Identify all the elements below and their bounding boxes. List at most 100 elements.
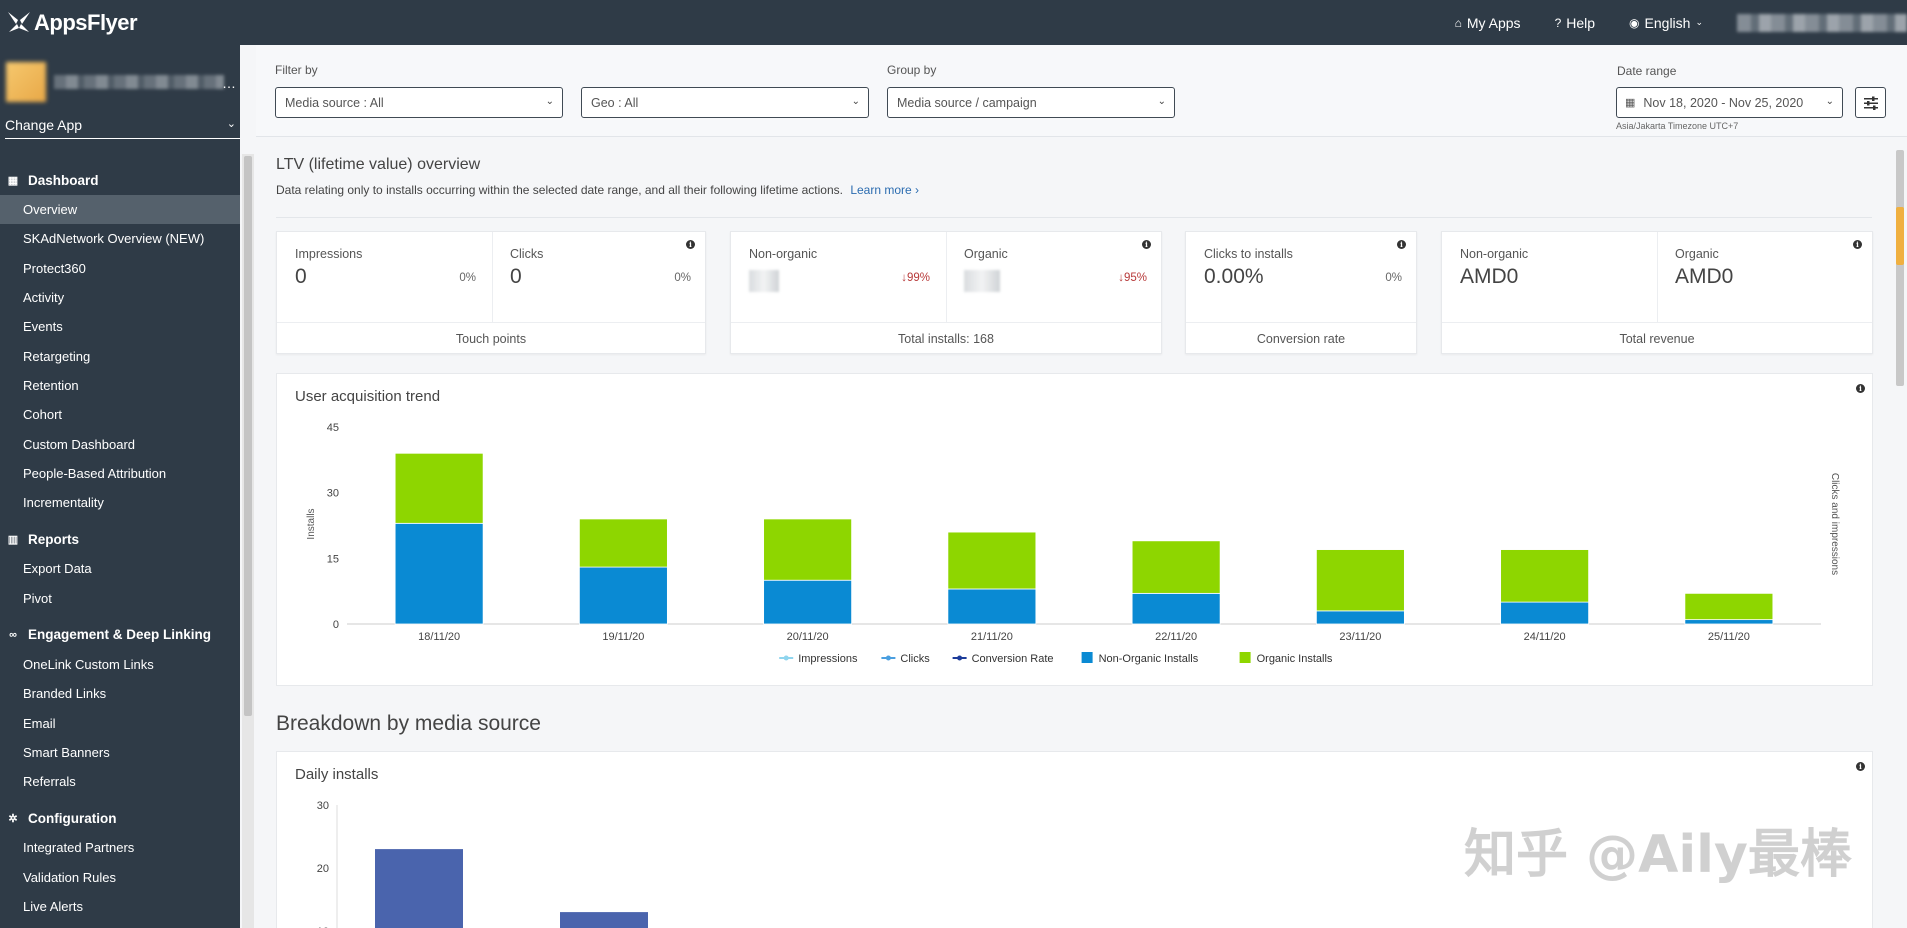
y2-axis-label: Clicks and impressions [1829,473,1840,575]
media-source-value: Media source : All [285,95,384,110]
clicks-to-installs-value: 0.00% [1204,265,1264,288]
date-range-value: Nov 18, 2020 - Nov 25, 2020 [1643,95,1804,110]
legend-swatch [1081,652,1093,663]
daily-bar [560,912,648,928]
help-icon: ? [1554,15,1562,30]
legend-label: Non-Organic Installs [1099,653,1199,665]
clicks-label: Clicks [510,247,544,261]
y-tick-label: 30 [327,488,339,500]
sidebar-item-skadnetwork[interactable]: SKAdNetwork Overview (NEW) [23,231,205,247]
chevron-down-icon: ⌄ [1825,96,1834,107]
help-label: Help [1566,14,1596,31]
x-tick-label: 24/11/20 [1524,631,1566,643]
conversion-rate-card: Clicks to installs 0.00% 0% i Conversion… [1185,231,1417,354]
sidebar-item-export-data[interactable]: Export Data [23,561,92,577]
clicks-value: 0 [510,265,522,288]
info-icon[interactable]: i [686,240,695,249]
sidebar-item-live-alerts[interactable]: Live Alerts [23,899,83,915]
help-link[interactable]: ? Help [1555,15,1595,31]
section-dashboard-title: Dashboard [28,172,99,188]
user-account-menu[interactable] [1737,13,1907,32]
daily-bar [375,849,463,928]
bar-segment [1315,610,1405,625]
y-axis-label: Installs [306,508,317,539]
main-scrollbar[interactable] [1894,142,1906,928]
sidebar-item-validation-rules[interactable]: Validation Rules [23,869,116,885]
link-icon: ∞ [9,628,17,641]
user-acquisition-trend-chart: 0 15 30 45 Installs Clicks and impressions 18/… [306,422,1840,665]
legend-marker [957,655,963,661]
chevron-down-icon: ⌄ [1695,17,1703,27]
geo-select[interactable]: Geo : All ⌄ [581,87,869,118]
sidebar-item-cohort[interactable]: Cohort [23,407,63,423]
sidebar-item-custom-dashboard[interactable]: Custom Dashboard [23,436,135,452]
sidebar-item-retargeting[interactable]: Retargeting [23,348,91,364]
sidebar-item-overview[interactable]: Overview [0,195,240,225]
sidebar-item-pivot[interactable]: Pivot [23,590,52,606]
sidebar-item-smart-banners[interactable]: Smart Banners [23,744,110,760]
touch-points-card: Impressions 0 0% Clicks 0 0% i Touch poi… [276,231,706,354]
media-source-select[interactable]: Media source : All ⌄ [275,87,563,118]
change-app-select[interactable]: Change App ⌄ [5,117,240,139]
bar-segment [394,522,484,625]
organic-installs-change: ↓95% [1118,272,1147,284]
sidebar-item-retention[interactable]: Retention [23,377,79,393]
sidebar-item-referrals[interactable]: Referrals [23,774,76,790]
non-organic-revenue-value: AMD0 [1460,265,1519,288]
sidebar-item-integrated-partners[interactable]: Integrated Partners [23,840,135,856]
sidebar-item-onelink[interactable]: OneLink Custom Links [23,657,154,672]
settings-sliders-button[interactable] [1855,87,1886,118]
y-tick-label: 20 [317,863,329,875]
sidebar-item-incrementality[interactable]: Incrementality [23,495,104,511]
section-dashboard[interactable]: ▦ Dashboard [0,165,240,195]
touch-points-footer: Touch points [277,322,705,355]
info-icon[interactable]: i [1853,240,1862,249]
sidebar-menu: ▦ Dashboard Overview SKAdNetwork Overvie… [0,165,240,921]
info-icon[interactable]: i [1142,240,1151,249]
appsflyer-logo[interactable]: AppsFlyer [6,8,138,38]
impressions-change: 0% [459,272,476,284]
chevron-down-icon: ⌄ [1157,96,1166,107]
total-revenue-card: Non-organic AMD0 Organic AMD0 i Total re… [1441,231,1873,354]
chart-title: User acquisition trend [295,388,441,405]
sidebar-item-email[interactable]: Email [23,715,56,731]
organic-installs-kpi: Organic ↓95% [946,232,1163,322]
impressions-kpi: Impressions 0 0% [277,232,492,322]
date-range-select[interactable]: ▦ Nov 18, 2020 - Nov 25, 2020 ⌄ [1616,87,1843,118]
sidebar-item-protect360[interactable]: Protect360 [23,260,86,276]
bar-segment [1684,619,1774,625]
timezone-label: Asia/Jakarta Timezone UTC+7 [1616,121,1739,131]
sidebar-item-people-based-attribution[interactable]: People-Based Attribution [23,465,167,481]
ltv-description-text: Data relating only to installs occurring… [276,183,843,197]
x-tick-label: 25/11/20 [1708,631,1750,643]
impressions-value: 0 [295,265,307,288]
main-content: Filter by Media source : All ⌄ Geo : All… [256,45,1907,928]
sidebar-item-events[interactable]: Events [23,319,63,335]
clicks-to-installs-label: Clicks to installs [1204,247,1293,261]
x-tick-label: 19/11/20 [602,631,644,643]
app-more-icon[interactable]: … [222,75,236,91]
my-apps-link[interactable]: ⌂ My Apps [1455,15,1521,31]
sidebar-scrollbar[interactable] [242,154,254,928]
info-icon[interactable]: i [1856,762,1865,771]
section-reports[interactable]: ▥ Reports [0,524,240,554]
sidebar-item-activity[interactable]: Activity [23,290,65,306]
sidebar-item-branded-links[interactable]: Branded Links [23,686,107,702]
bar-chart-icon: ▥ [7,533,19,546]
total-installs-footer: Total installs: 168 [731,322,1161,355]
home-icon: ⌂ [1454,15,1462,30]
organic-revenue-label: Organic [1675,247,1719,261]
y-tick-label: 30 [317,800,329,812]
learn-more-link[interactable]: Learn more › [850,183,920,197]
bar-segment [763,518,853,581]
non-organic-installs-change: ↓99% [901,272,930,284]
language-select[interactable]: ◉ English ⌄ [1629,15,1703,31]
info-icon[interactable]: i [1397,240,1406,249]
x-tick-label: 23/11/20 [1339,631,1381,643]
info-icon[interactable]: i [1856,384,1865,393]
legend-label: Clicks [900,653,930,665]
section-engagement[interactable]: ∞ Engagement & Deep Linking [0,620,240,650]
group-by-select[interactable]: Media source / campaign ⌄ [887,87,1175,118]
filter-bar: Filter by Media source : All ⌄ Geo : All… [256,45,1907,137]
section-configuration[interactable]: ✲ Configuration [0,803,240,833]
